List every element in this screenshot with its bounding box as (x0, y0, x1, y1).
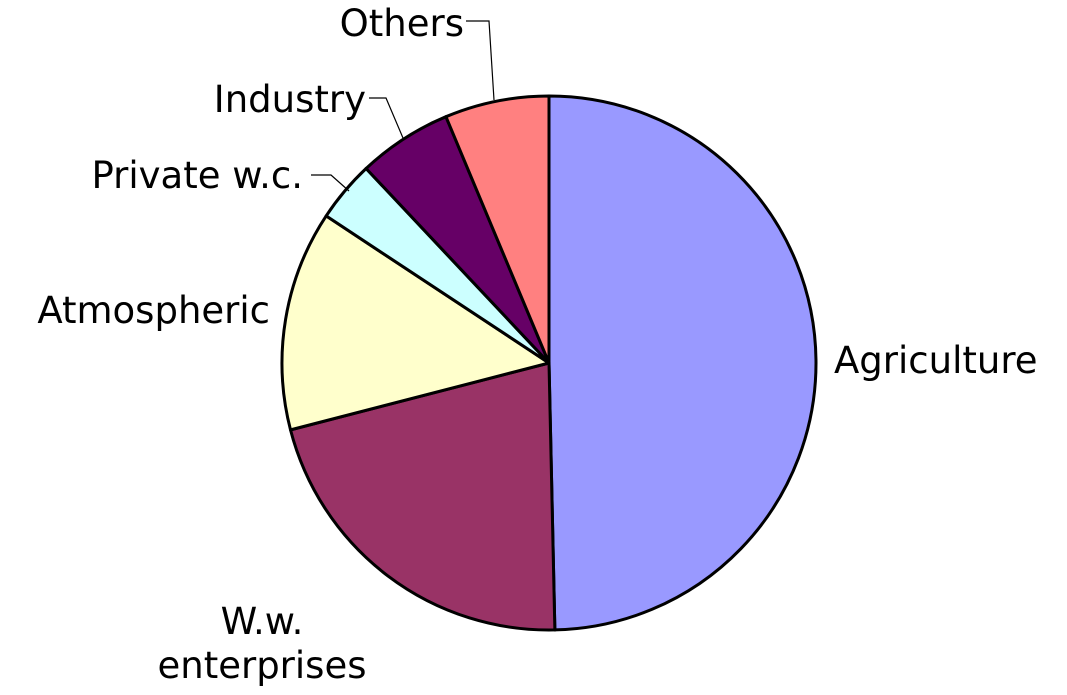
pie-slice (547, 94, 818, 632)
slice-label-box: W.w. enterprises (157, 600, 367, 687)
slice-label: Others (340, 2, 464, 45)
leader-line (466, 20, 495, 101)
leader-line (369, 97, 404, 139)
slice-label: W.w. enterprises (157, 600, 367, 687)
slice-label: Atmospheric (37, 289, 270, 332)
pie-slice (289, 361, 557, 632)
pie (280, 94, 818, 632)
leader-line (311, 174, 350, 192)
slice-label: Industry (214, 78, 366, 121)
slice-label: Agriculture (834, 339, 1037, 382)
slice-label: Private w.c. (92, 154, 304, 197)
pie-slice (444, 94, 551, 365)
pie-slice (280, 214, 551, 432)
